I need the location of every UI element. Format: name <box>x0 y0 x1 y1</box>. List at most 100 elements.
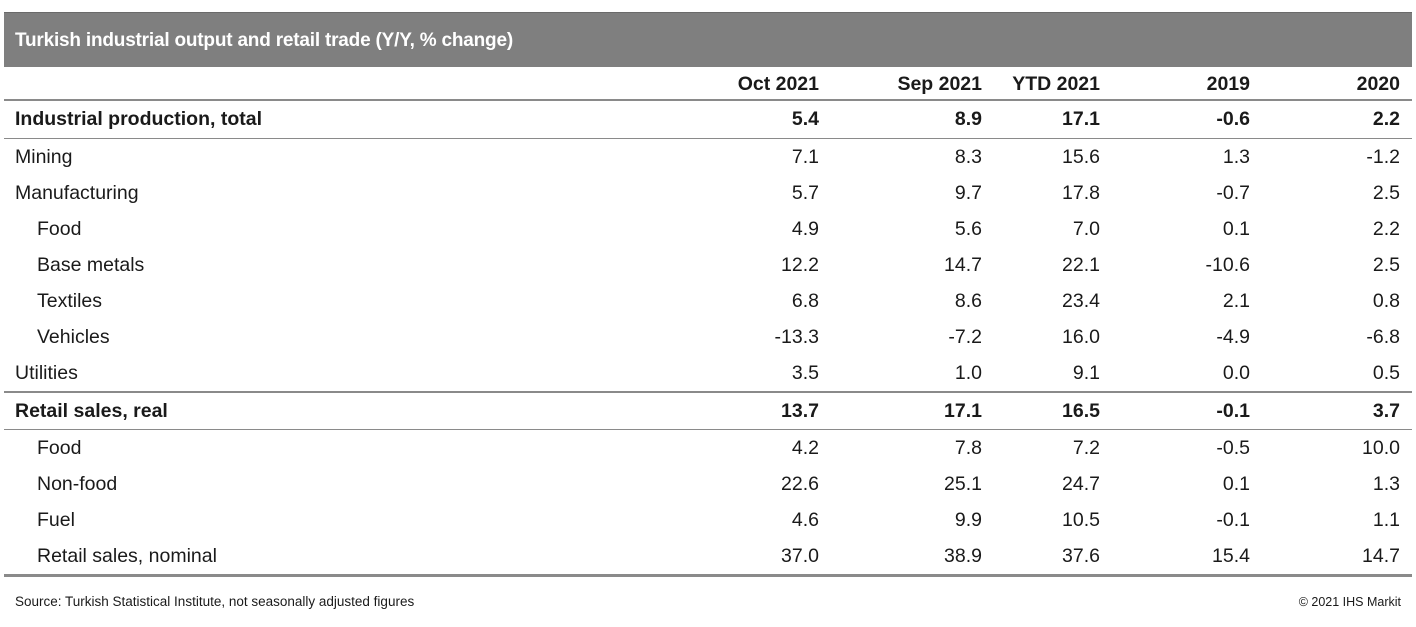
cell-value: 17.8 <box>1062 182 1100 204</box>
cell-value: 24.7 <box>1062 473 1100 495</box>
cell-value: 0.1 <box>1222 473 1250 495</box>
row-label: Textiles <box>37 290 103 312</box>
column-header: Sep 2021 <box>897 73 982 95</box>
cell-value: 0.0 <box>1222 362 1250 384</box>
cell-value: 2.2 <box>1372 108 1400 130</box>
cell-value: 5.4 <box>791 108 819 130</box>
row-label: Food <box>37 437 82 459</box>
cell-value: 1.3 <box>1372 473 1400 495</box>
cell-value: -7.2 <box>948 326 982 348</box>
cell-value: -0.5 <box>1216 437 1250 459</box>
cell-value: 6.8 <box>791 290 819 312</box>
cell-value: 4.6 <box>791 509 819 531</box>
cell-value: 25.1 <box>944 473 982 495</box>
cell-value: 7.1 <box>791 146 819 168</box>
copyright: © 2021 IHS Markit <box>1298 595 1401 609</box>
row-label: Retail sales, real <box>15 400 168 422</box>
cell-value: 8.3 <box>954 146 982 168</box>
row-label: Food <box>37 218 82 240</box>
cell-value: 13.7 <box>781 400 819 422</box>
table-row: Food 4.9 5.6 7.0 0.1 2.2 <box>4 211 1412 247</box>
cell-value: 12.2 <box>781 254 819 276</box>
cell-value: -0.7 <box>1216 182 1250 204</box>
row-label: Manufacturing <box>15 182 139 204</box>
cell-value: 4.2 <box>791 437 819 459</box>
table-row: Textiles 6.8 8.6 23.4 2.1 0.8 <box>4 283 1412 319</box>
cell-value: 37.0 <box>781 545 819 567</box>
row-label: Mining <box>15 146 73 168</box>
cell-value: -6.8 <box>1366 326 1400 348</box>
cell-value: 9.9 <box>954 509 982 531</box>
row-label: Base metals <box>37 254 145 276</box>
cell-value: 7.2 <box>1072 437 1100 459</box>
cell-value: 2.1 <box>1222 290 1250 312</box>
table-row: Non-food 22.6 25.1 24.7 0.1 1.3 <box>4 466 1412 502</box>
cell-value: 22.6 <box>781 473 819 495</box>
table-row: Fuel 4.6 9.9 10.5 -0.1 1.1 <box>4 502 1412 538</box>
cell-value: 14.7 <box>1362 545 1400 567</box>
table-row: Retail sales, nominal 37.0 38.9 37.6 15.4 14.… <box>4 538 1412 577</box>
cell-value: 0.8 <box>1372 290 1400 312</box>
cell-value: 5.7 <box>791 182 819 204</box>
cell-value: 9.1 <box>1072 362 1100 384</box>
table-title: Turkish industrial output and retail tra… <box>15 30 513 51</box>
cell-value: 8.9 <box>954 108 982 130</box>
cell-value: 2.5 <box>1372 254 1400 276</box>
table-row: Vehicles -13.3 -7.2 16.0 -4.9 -6.8 <box>4 319 1412 355</box>
source-note: Source: Turkish Statistical Institute, n… <box>15 594 415 609</box>
row-label: Utilities <box>15 362 78 384</box>
column-header-row: Oct 2021 Sep 2021 YTD 2021 2019 2020 <box>4 68 1412 101</box>
cell-value: 4.9 <box>791 218 819 240</box>
row-label: Industrial production, total <box>15 108 262 130</box>
cell-value: -0.1 <box>1216 509 1250 531</box>
cell-value: 7.0 <box>1072 218 1100 240</box>
row-label: Retail sales, nominal <box>37 545 217 567</box>
cell-value: 17.1 <box>944 400 982 422</box>
cell-value: 16.5 <box>1062 400 1100 422</box>
cell-value: 0.5 <box>1372 362 1400 384</box>
cell-value: -13.3 <box>774 326 819 348</box>
cell-value: -0.6 <box>1216 108 1250 130</box>
cell-value: 0.1 <box>1222 218 1250 240</box>
cell-value: 7.8 <box>954 437 982 459</box>
table-row: Manufacturing 5.7 9.7 17.8 -0.7 2.5 <box>4 175 1412 211</box>
cell-value: 1.1 <box>1372 509 1400 531</box>
table-row: Base metals 12.2 14.7 22.1 -10.6 2.5 <box>4 247 1412 283</box>
row-label: Vehicles <box>37 326 110 348</box>
table-row: Utilities 3.5 1.0 9.1 0.0 0.5 <box>4 355 1412 393</box>
data-table: Oct 2021 Sep 2021 YTD 2021 2019 2020 Ind… <box>4 68 1412 577</box>
column-header: YTD 2021 <box>1012 73 1100 95</box>
table-total-row: Industrial production, total 5.4 8.9 17.1 -0… <box>4 101 1412 139</box>
cell-value: 2.2 <box>1372 218 1400 240</box>
cell-value: -10.6 <box>1205 254 1250 276</box>
cell-value: 5.6 <box>954 218 982 240</box>
cell-value: 15.6 <box>1062 146 1100 168</box>
cell-value: 10.0 <box>1362 437 1400 459</box>
cell-value: 2.5 <box>1372 182 1400 204</box>
cell-value: -0.1 <box>1216 400 1250 422</box>
table-row: Mining 7.1 8.3 15.6 1.3 -1.2 <box>4 139 1412 175</box>
cell-value: 16.0 <box>1062 326 1100 348</box>
row-label: Non-food <box>37 473 118 495</box>
cell-value: 37.6 <box>1062 545 1100 567</box>
cell-value: -4.9 <box>1216 326 1250 348</box>
cell-value: 1.3 <box>1222 146 1250 168</box>
table-total-row: Retail sales, real 13.7 17.1 16.5 -0.1 3.7 <box>4 393 1412 430</box>
cell-value: 3.7 <box>1372 400 1400 422</box>
column-header: Oct 2021 <box>737 73 819 95</box>
cell-value: 1.0 <box>954 362 982 384</box>
table-title-bar: Turkish industrial output and retail tra… <box>4 12 1412 67</box>
cell-value: 22.1 <box>1062 254 1100 276</box>
cell-value: 14.7 <box>944 254 982 276</box>
cell-value: 10.5 <box>1062 509 1100 531</box>
cell-value: 3.5 <box>791 362 819 384</box>
cell-value: 15.4 <box>1212 545 1250 567</box>
column-header: 2019 <box>1206 73 1250 95</box>
cell-value: 38.9 <box>944 545 982 567</box>
cell-value: 17.1 <box>1062 108 1100 130</box>
table-row: Food 4.2 7.8 7.2 -0.5 10.0 <box>4 430 1412 466</box>
column-header: 2020 <box>1356 73 1400 95</box>
cell-value: 23.4 <box>1062 290 1100 312</box>
cell-value: -1.2 <box>1366 146 1400 168</box>
row-label: Fuel <box>37 509 75 531</box>
